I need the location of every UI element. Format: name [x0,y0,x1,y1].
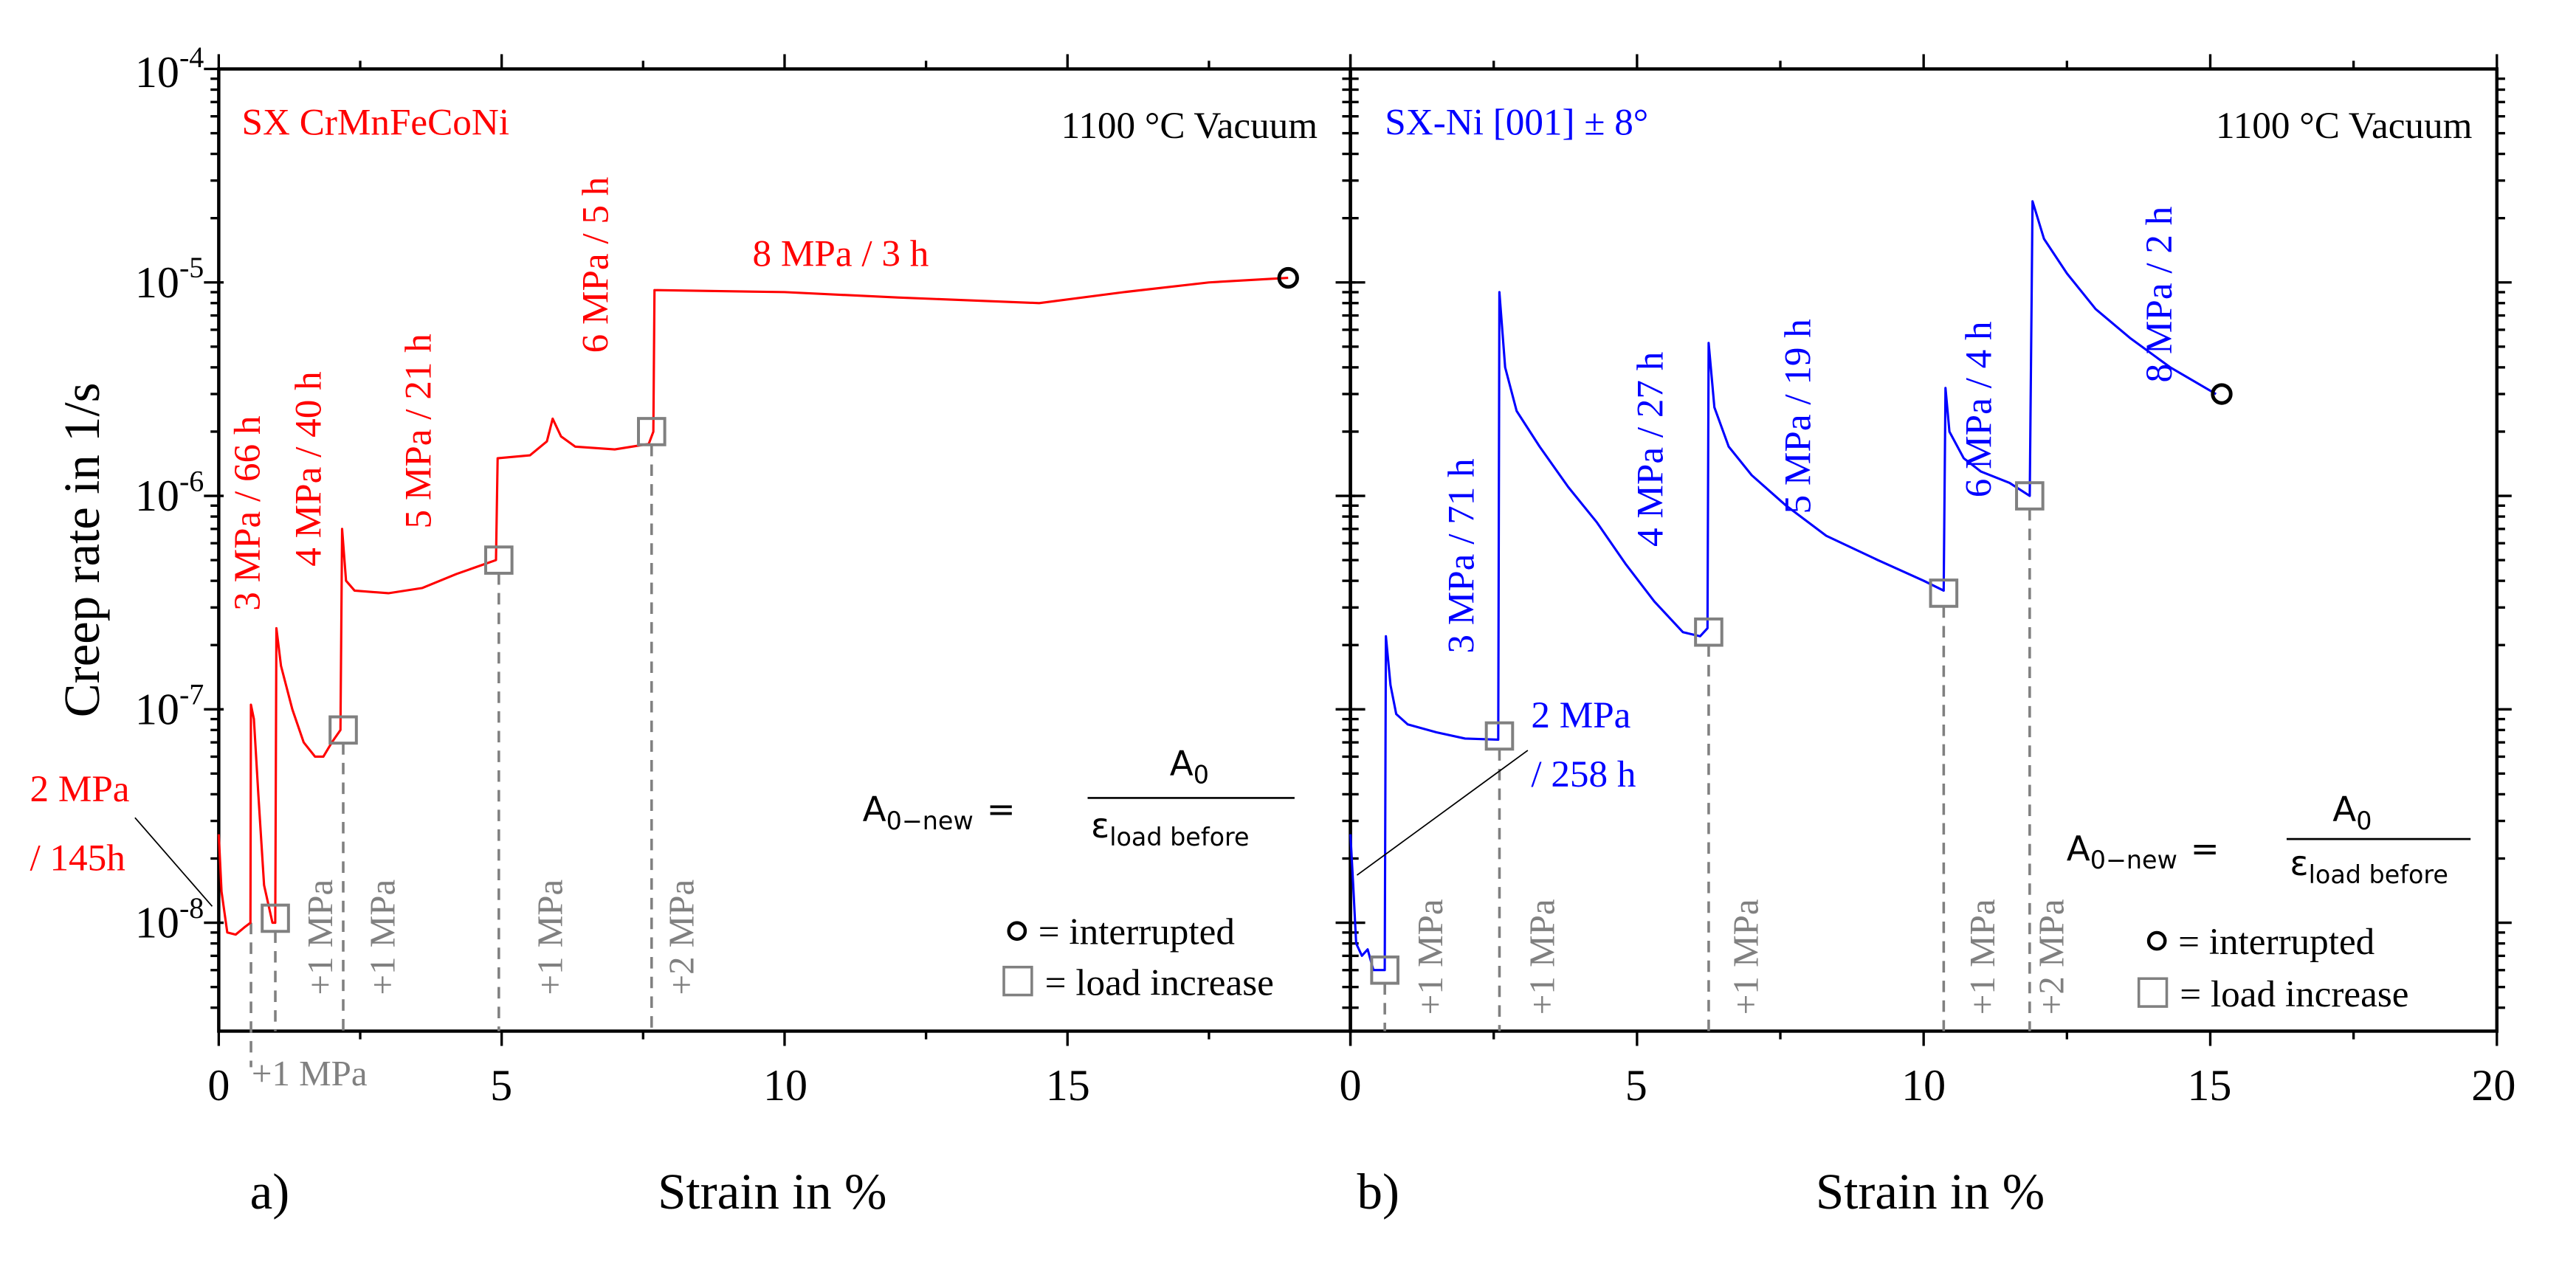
legend-b: = interrupted = load increase [2137,921,2408,1015]
legend-interrupted-label: = interrupted [1039,911,1235,953]
legend-a: = interrupted = load increase [1002,911,1274,1004]
x-tick-label-b: 20 [2471,1060,2515,1110]
load-increase-square-marker [328,715,358,745]
y-tick-label: 10-4 [135,41,204,97]
x-tick-label-b: 15 [2187,1060,2231,1110]
creep-rate-curve [217,276,1289,936]
x-tick-label-a: 15 [1046,1060,1090,1110]
y-axis-label: Creep rate in 1/s [54,383,110,718]
interrupted-circle-marker [1277,266,1299,289]
load-step-label: +1 MPa [362,879,402,995]
formula-lhs: A0−new = [2067,829,2219,874]
load-step-label: +2 MPa [2031,899,2071,1015]
load-step-label: +2 MPa [661,879,701,995]
legend-circle-icon [2146,930,2167,951]
y-tick-label: 10-8 [135,891,204,947]
formula-a: A0−new = A0 εload before [863,744,1295,851]
stage-label-2mpa-time: / 145h [30,837,125,879]
formula-b: A0−new = A0 εload before [2067,790,2471,889]
load-increase-square-marker [1370,955,1399,985]
x-axis-label-b: Strain in % [1816,1164,2045,1220]
load-step-label: +1 MPa [1410,899,1450,1015]
panel-label-a: a) [250,1164,290,1220]
panel-a-title: SX CrMnFeCoNi [242,101,510,143]
legend-square-icon [1002,965,1033,997]
load-step-label: +1 MPa [1962,899,2002,1015]
x-tick-label-b: 10 [1901,1060,1946,1110]
formula-numerator: A0 [1170,744,1209,789]
formula-denominator: εload before [1091,806,1250,851]
y-tick-label: 10-6 [135,464,204,520]
leader-line-b [1356,750,1529,876]
formula-numerator: A0 [2332,790,2372,835]
load-increase-square-marker [484,545,514,575]
load-step-label: +1 MPa [300,879,340,995]
stage-label-5mpa: 5 MPa / 21 h [397,334,439,528]
x-tick-label-a: 0 [207,1060,230,1110]
y-tick-label: 10-7 [135,678,204,734]
stage-label-8mpa: 8 MPa / 3 h [753,232,929,274]
legend-interrupted-label: = interrupted [2178,921,2374,963]
load-step-label: +1 MPa [529,879,570,995]
stage-label-2mpa: 2 MPa [1531,694,1630,736]
panel-b-title: SX-Ni [001] ± 8° [1385,101,1648,143]
panel-label-b: b) [1357,1164,1399,1220]
x-tick-label-a: 10 [763,1060,807,1110]
stage-label-6mpa: 6 MPa / 5 h [575,177,617,353]
stage-label-3mpa: 3 MPa / 66 h [227,415,269,610]
stage-label-4mpa: 4 MPa / 27 h [1629,352,1671,547]
panel-b-condition: 1100 °C Vacuum [2216,105,2472,147]
leader-line-a [134,817,213,907]
stage-label-5mpa: 5 MPa / 19 h [1777,319,1819,514]
stage-label-2mpa: 2 MPa [30,768,129,810]
stage-label-4mpa: 4 MPa / 40 h [287,371,329,566]
x-tick-label-b: 5 [1625,1060,1647,1110]
legend-square-icon [2137,977,2169,1008]
stage-label-8mpa: 8 MPa / 2 h [2138,207,2180,383]
stage-label-2mpa-time: / 258 h [1531,753,1636,795]
interrupted-circle-marker [2211,383,2233,405]
load-increase-square-marker [2015,481,2045,511]
load-increase-square-marker [1694,617,1723,647]
legend-load-increase-label: = load increase [2180,973,2408,1015]
load-increase-square-marker [637,417,667,446]
load-step-label: +1 MPa [252,1053,368,1094]
load-increase-square-marker [1929,578,1959,608]
y-tick-label: 10-5 [135,251,204,307]
x-axis-label-a: Strain in % [658,1164,886,1220]
formula-lhs: A0−new = [863,790,1016,835]
load-increase-square-marker [1484,721,1515,751]
stage-label-6mpa: 6 MPa / 4 h [1957,321,2000,497]
legend-load-increase-label: = load increase [1045,962,1274,1004]
y-tick-labels: 10-4 10-5 10-6 10-7 10-8 [135,41,204,947]
load-increase-square-marker [261,903,290,933]
formula-denominator: εload before [2290,844,2448,889]
stage-label-3mpa: 3 MPa / 71 h [1440,458,1482,653]
load-step-label: +1 MPa [1725,899,1766,1015]
load-step-label: +1 MPa [1521,899,1562,1015]
legend-circle-icon [1007,921,1027,942]
x-tick-label-b: 0 [1340,1060,1362,1110]
x-tick-label-a: 5 [490,1060,512,1110]
panel-a-condition: 1100 °C Vacuum [1061,105,1318,147]
